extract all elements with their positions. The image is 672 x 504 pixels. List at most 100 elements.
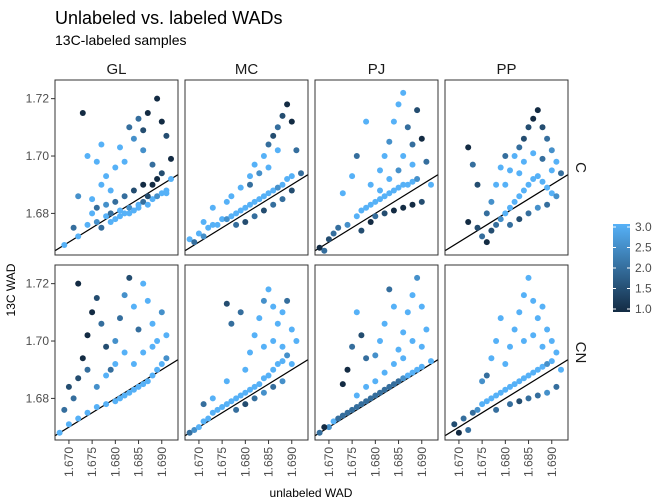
data-point: [237, 392, 244, 399]
data-point: [84, 221, 91, 228]
data-point: [223, 216, 230, 223]
data-point: [279, 358, 286, 365]
x-tick-label: 1.680: [498, 447, 512, 477]
data-point: [117, 315, 123, 322]
data-point: [144, 378, 151, 385]
data-point: [534, 107, 541, 114]
data-point: [344, 409, 351, 416]
data-point: [418, 135, 425, 142]
data-point: [274, 124, 281, 131]
panel-cn-pp: [444, 264, 569, 441]
data-point: [353, 213, 360, 220]
data-point: [516, 193, 523, 200]
data-point: [260, 193, 267, 200]
data-point: [265, 141, 272, 148]
data-point: [544, 184, 551, 191]
data-point: [205, 224, 212, 231]
data-point: [400, 181, 407, 188]
data-point: [553, 193, 560, 200]
data-point: [284, 297, 291, 304]
panel-cn-mc: [184, 264, 309, 441]
x-tick-label: 1.690: [285, 447, 299, 477]
data-point: [530, 150, 537, 157]
data-point: [117, 144, 123, 151]
data-point: [465, 427, 472, 433]
data-point: [400, 375, 407, 382]
data-point: [112, 198, 119, 205]
data-point: [228, 398, 235, 405]
data-point: [372, 198, 379, 205]
data-point: [358, 207, 365, 214]
data-point: [237, 309, 244, 316]
legend-colorbar: [613, 224, 630, 312]
data-point: [140, 381, 147, 388]
column-strip-pj: PJ: [368, 61, 386, 78]
data-point: [520, 135, 527, 142]
data-point: [103, 201, 110, 208]
x-axis-ticks: 1.670 1.675 1.680 1.685 1.690 1.670 1.675 1.680…: [62, 440, 559, 477]
data-point: [98, 320, 105, 327]
data-point: [497, 164, 504, 171]
data-point: [400, 89, 407, 96]
data-point: [390, 207, 397, 214]
data-point: [195, 424, 202, 431]
data-point: [186, 429, 193, 436]
data-point: [223, 198, 230, 205]
data-point: [395, 378, 402, 385]
data-point: [363, 383, 370, 390]
x-tick-label: 1.675: [475, 447, 489, 477]
data-point: [79, 110, 86, 116]
data-point: [548, 358, 555, 365]
column-strip-labels: GL MC PJ PP: [106, 61, 516, 78]
data-point: [205, 415, 212, 422]
data-point: [409, 201, 416, 208]
data-point: [483, 239, 490, 246]
data-point: [149, 343, 156, 350]
data-point: [418, 303, 425, 310]
data-point: [298, 170, 304, 177]
data-point: [539, 303, 546, 310]
data-point: [530, 369, 537, 376]
data-point: [251, 332, 258, 339]
data-point: [363, 398, 370, 405]
data-point: [126, 389, 133, 396]
column-strip-pp: PP: [496, 61, 516, 78]
data-point: [121, 158, 128, 165]
data-point: [335, 224, 342, 231]
data-point: [191, 427, 198, 433]
data-point: [140, 198, 147, 205]
data-point: [260, 375, 267, 382]
data-point: [260, 207, 267, 214]
x-tick-label: 1.670: [452, 447, 466, 477]
data-point: [135, 383, 142, 390]
data-point: [75, 280, 82, 287]
data-point: [344, 366, 351, 373]
x-tick-label: 1.675: [215, 447, 229, 477]
data-point: [256, 196, 263, 203]
data-point: [372, 213, 379, 220]
data-point: [112, 398, 119, 405]
data-point: [395, 184, 402, 191]
data-point: [367, 201, 374, 208]
data-point: [112, 338, 119, 344]
data-point: [353, 404, 360, 410]
data-point: [228, 213, 235, 220]
data-point: [270, 303, 277, 310]
data-point: [414, 366, 421, 373]
data-point: [223, 401, 230, 408]
data-point: [144, 201, 151, 208]
data-point: [367, 395, 374, 402]
data-point: [409, 141, 416, 148]
data-point: [511, 381, 518, 388]
data-point: [154, 95, 161, 102]
data-point: [377, 196, 383, 203]
data-point: [353, 392, 360, 399]
data-point: [117, 395, 123, 402]
data-point: [154, 176, 161, 182]
column-strip-gl: GL: [106, 61, 126, 78]
data-point: [474, 224, 481, 231]
data-point: [140, 349, 147, 356]
data-point: [209, 221, 216, 228]
data-point: [154, 193, 161, 200]
data-point: [418, 198, 425, 205]
